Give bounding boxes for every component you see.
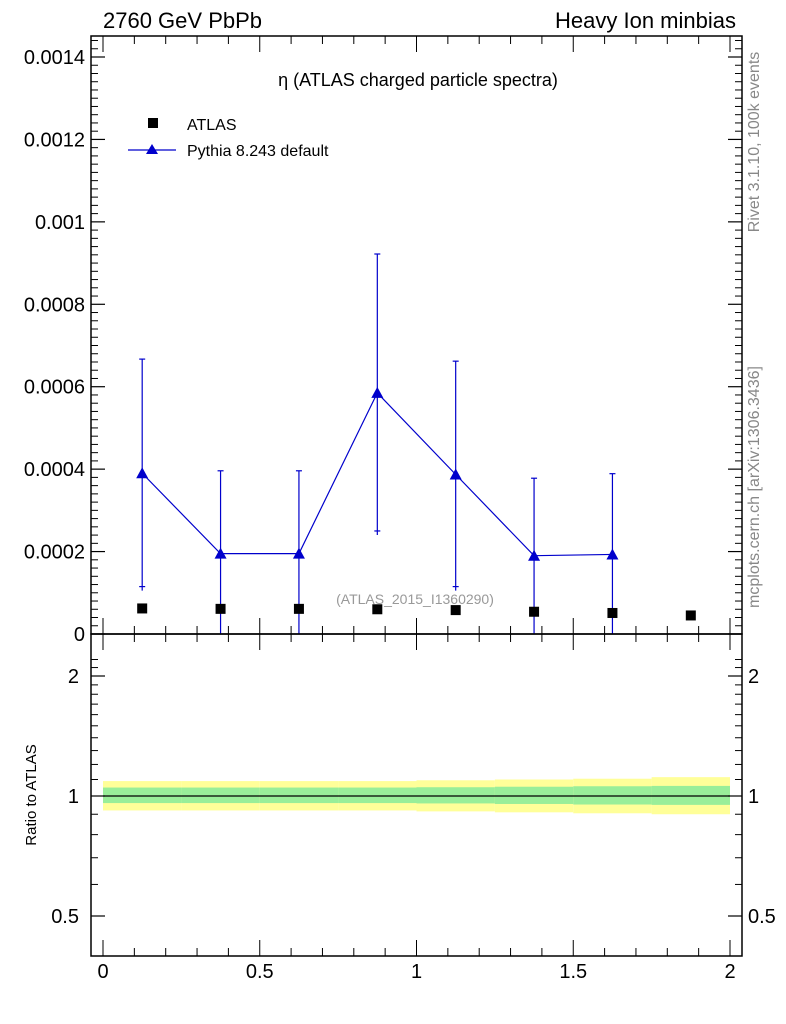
ratio-y-tick-label-right: 2 (748, 666, 759, 688)
y-tick-label: 0.0006 (24, 377, 85, 399)
pythia-point (136, 467, 149, 479)
y-tick-label: 0.0014 (24, 47, 85, 69)
atlas-point (685, 610, 696, 621)
header-process-label: 2760 GeV PbPb (103, 8, 263, 33)
y-tick-label: 0.001 (35, 212, 85, 234)
atlas-point (215, 603, 226, 614)
x-tick-label: 2 (724, 961, 735, 983)
y-tick-label: 0.0012 (24, 129, 85, 151)
legend-atlas-marker (148, 118, 158, 128)
ratio-y-tick-label: 2 (68, 666, 79, 688)
header-dataset-label: Heavy Ion minbias (555, 8, 736, 33)
pythia-point (528, 549, 541, 561)
main-data-area (136, 253, 696, 634)
atlas-point (607, 607, 618, 618)
ratio-uncertainty-band-inner (651, 785, 730, 805)
ratio-uncertainty-band-inner (259, 787, 339, 804)
x-tick-label: 0 (97, 961, 108, 983)
atlas-point (529, 606, 540, 617)
pythia-point (606, 548, 619, 560)
y-tick-label: 0.0008 (24, 294, 85, 316)
ratio-y-tick-label: 1 (68, 786, 79, 808)
atlas-point (293, 603, 304, 614)
ratio-y-tick-label-right: 1 (748, 786, 759, 808)
y-tick-label: 0 (74, 624, 85, 646)
atlas-point (450, 605, 461, 616)
x-tick-label: 1 (411, 961, 422, 983)
atlas-point (137, 603, 148, 614)
ratio-uncertainty-band-inner (338, 787, 417, 804)
ratio-uncertainty-band-inner (416, 787, 495, 804)
main-plot: 0 0.0002 0.0004 0.0006 0.0008 0.001 0.0012 0.00… (24, 35, 743, 646)
ratio-uncertainty-band-inner (181, 787, 260, 804)
ratio-y-tick-label-right: 0.5 (748, 906, 776, 928)
pythia-point (292, 547, 305, 559)
plot-title: η (ATLAS charged particle spectra) (278, 70, 558, 90)
ratio-uncertainty-band-inner (494, 786, 574, 804)
y-tick-label: 0.0004 (24, 459, 85, 481)
ratio-uncertainty-band-inner (573, 786, 652, 805)
pythia-point (214, 547, 227, 559)
ratio-plot: 0.5 0.5 1 1 2 2 0 0.5 1 1.5 2 Ratio to ATLAS (23, 633, 776, 983)
x-tick-label: 1.5 (559, 961, 587, 983)
x-tick-label: 0.5 (246, 961, 274, 983)
pythia-point (371, 386, 384, 398)
analysis-watermark: (ATLAS_2015_I1360290) (336, 591, 494, 607)
legend-pythia-label: Pythia 8.243 default (187, 143, 329, 160)
pythia-point (449, 468, 462, 480)
legend-atlas-label: ATLAS (187, 117, 237, 134)
legend-pythia-marker (146, 144, 158, 154)
ratio-uncertainty-band-inner (103, 787, 182, 804)
atlas-point (372, 604, 383, 615)
ratio-y-axis-label: Ratio to ATLAS (23, 744, 40, 845)
y-tick-label: 0.0002 (24, 542, 85, 564)
ratio-y-tick-label: 0.5 (51, 906, 79, 928)
